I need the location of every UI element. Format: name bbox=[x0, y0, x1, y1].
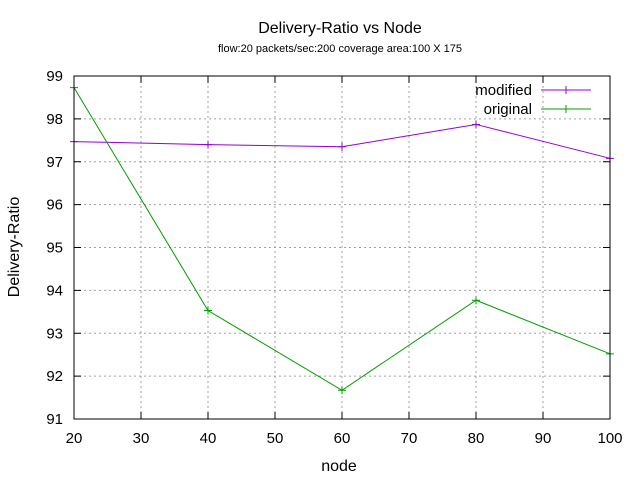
data-point-modified bbox=[338, 142, 346, 151]
chart-title: Delivery-Ratio vs Node bbox=[258, 20, 422, 37]
y-tick-label: 92 bbox=[46, 368, 63, 385]
x-tick-label: 60 bbox=[334, 430, 351, 447]
chart-subtitle: flow:20 packets/sec:200 coverage area:10… bbox=[218, 43, 462, 55]
x-tick-label: 40 bbox=[200, 430, 217, 447]
y-tick-label: 94 bbox=[46, 282, 63, 299]
plot-area bbox=[70, 83, 614, 395]
x-tick-label: 50 bbox=[267, 430, 284, 447]
data-point-original bbox=[204, 306, 212, 315]
x-tick-label: 30 bbox=[133, 430, 150, 447]
legend-label-original: original bbox=[484, 101, 532, 118]
grid bbox=[74, 76, 610, 419]
data-point-original bbox=[472, 296, 480, 305]
y-tick-label: 98 bbox=[46, 111, 63, 128]
legend-label-modified: modified bbox=[475, 82, 532, 99]
y-axis-label: Delivery-Ratio bbox=[6, 197, 23, 298]
y-tick-label: 97 bbox=[46, 154, 63, 171]
y-tick-label: 91 bbox=[46, 411, 63, 428]
legend-marker-original bbox=[562, 105, 570, 113]
legend: modified original bbox=[475, 82, 591, 118]
x-tick-label: 80 bbox=[468, 430, 485, 447]
y-tick-label: 95 bbox=[46, 240, 63, 257]
x-tick-label: 90 bbox=[535, 430, 552, 447]
x-tick-label: 70 bbox=[401, 430, 418, 447]
data-point-modified bbox=[204, 140, 212, 149]
x-axis-label: node bbox=[321, 458, 357, 475]
axis-ticks: 91 92 93 94 95 96 97 98 99 20 30 40 50 60 70 80 90 100 bbox=[46, 68, 622, 447]
x-tick-label: 20 bbox=[66, 430, 83, 447]
x-tick-label: 100 bbox=[597, 430, 622, 447]
data-point-original bbox=[338, 386, 346, 395]
legend-marker-modified bbox=[562, 86, 570, 94]
y-tick-label: 99 bbox=[46, 68, 63, 85]
y-tick-label: 93 bbox=[46, 325, 63, 342]
data-point-modified bbox=[472, 120, 480, 129]
y-tick-label: 96 bbox=[46, 197, 63, 214]
